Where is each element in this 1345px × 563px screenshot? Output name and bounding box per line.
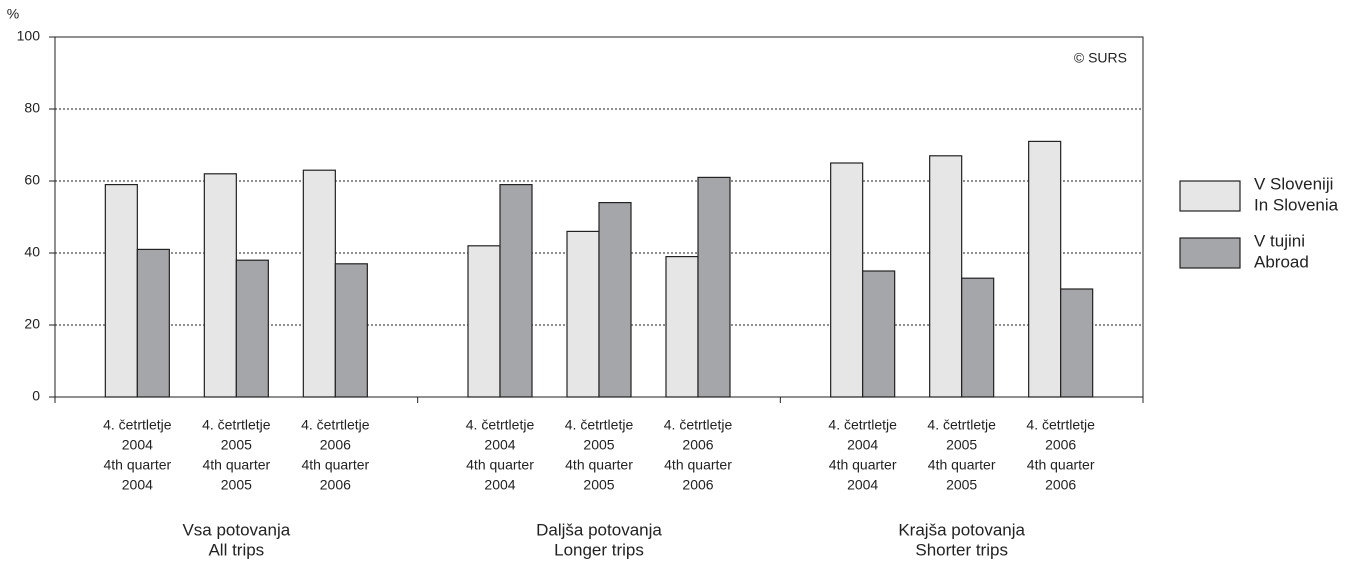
legend-label: In Slovenia (1254, 195, 1339, 214)
y-tick-label: 20 (24, 316, 40, 332)
bar (334, 263, 368, 398)
y-tick-label: 40 (24, 244, 40, 260)
bar (665, 256, 699, 398)
bar (929, 155, 963, 398)
x-tick-label: 2005 (946, 437, 977, 453)
bar (136, 248, 170, 398)
x-tick-label: 2004 (484, 477, 515, 493)
x-tick-label: 2004 (484, 437, 515, 453)
bar (697, 176, 731, 398)
x-tick-label: 4th quarter (928, 457, 996, 473)
x-tick-label: 2004 (847, 437, 878, 453)
legend-label: V tujini (1254, 231, 1305, 250)
y-tick-label: 100 (17, 28, 41, 44)
x-tick-label: 2005 (221, 477, 252, 493)
annotation: © SURS (1074, 50, 1127, 66)
x-tick-label: 2006 (320, 437, 351, 453)
x-tick-label: 4th quarter (565, 457, 633, 473)
x-tick-label: 4. četrtletje (565, 417, 634, 433)
y-tick-label: 60 (24, 172, 40, 188)
x-tick-label: 4. četrtletje (301, 417, 370, 433)
bar (1028, 140, 1062, 398)
x-tick-label: 2006 (682, 437, 713, 453)
x-tick-label: 2005 (221, 437, 252, 453)
bar (467, 245, 501, 398)
bar (104, 184, 138, 398)
bar (235, 259, 269, 398)
bar (566, 230, 600, 398)
x-tick-label: 2006 (682, 477, 713, 493)
x-tick-label: 2006 (320, 477, 351, 493)
bar (961, 277, 995, 398)
x-tick-label: 4th quarter (1027, 457, 1095, 473)
bar (862, 270, 896, 398)
bar (203, 173, 237, 398)
bar (302, 169, 336, 398)
x-tick-label: 4th quarter (466, 457, 534, 473)
x-tick-label: 4. četrtletje (1026, 417, 1095, 433)
x-tick-label: 2006 (1045, 437, 1076, 453)
legend-swatch (1179, 180, 1241, 212)
x-tick-label: 2004 (847, 477, 878, 493)
x-tick-label: 4. četrtletje (664, 417, 733, 433)
group-label: All trips (208, 540, 264, 559)
group-label: Daljša potovanja (536, 520, 662, 539)
x-tick-label: 4. četrtletje (828, 417, 897, 433)
x-tick-label: 2004 (122, 437, 153, 453)
legend-label: Abroad (1254, 252, 1309, 271)
group-label: Longer trips (554, 540, 644, 559)
group-label: Shorter trips (915, 540, 1008, 559)
bar (598, 202, 632, 398)
x-tick-label: 2005 (946, 477, 977, 493)
x-tick-label: 4th quarter (664, 457, 732, 473)
x-tick-label: 4th quarter (301, 457, 369, 473)
y-axis-label: % (7, 6, 19, 22)
x-tick-label: 4. četrtletje (202, 417, 271, 433)
x-tick-label: 2005 (583, 477, 614, 493)
x-tick-label: 4th quarter (829, 457, 897, 473)
x-tick-label: 4th quarter (103, 457, 171, 473)
bar (830, 162, 864, 398)
x-tick-label: 4. četrtletje (927, 417, 996, 433)
group-label: Vsa potovanja (182, 520, 290, 539)
legend-swatch (1179, 237, 1241, 269)
y-tick-label: 80 (24, 100, 40, 116)
bar (499, 184, 533, 398)
y-tick-label: 0 (32, 388, 40, 404)
bar (1060, 288, 1094, 398)
x-tick-label: 2004 (122, 477, 153, 493)
x-tick-label: 4. četrtletje (466, 417, 535, 433)
x-tick-label: 2005 (583, 437, 614, 453)
x-tick-label: 4. četrtletje (103, 417, 172, 433)
group-label: Krajša potovanja (898, 520, 1025, 539)
x-tick-label: 2006 (1045, 477, 1076, 493)
legend-label: V Sloveniji (1254, 174, 1333, 193)
x-tick-label: 4th quarter (202, 457, 270, 473)
